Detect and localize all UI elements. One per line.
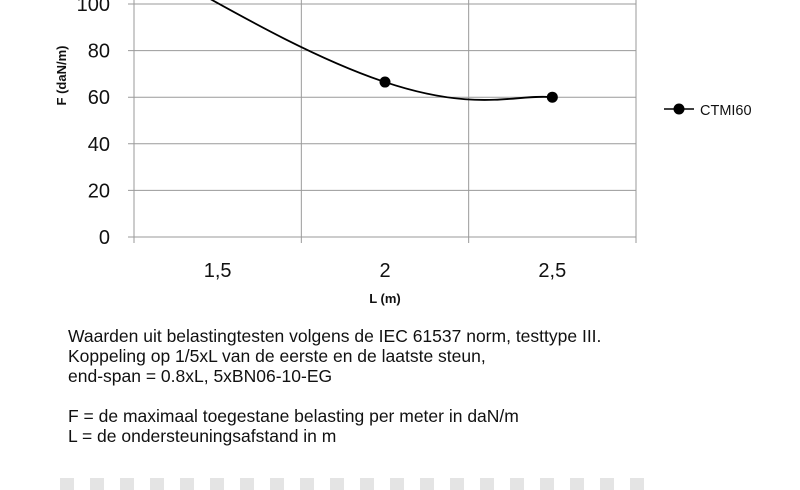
chart-grid bbox=[128, 0, 637, 243]
y-tick-label: 0 bbox=[99, 227, 110, 249]
x-tick-label: 1,5 bbox=[204, 260, 232, 282]
x-axis-title: L (m) bbox=[369, 291, 401, 306]
data-point bbox=[379, 76, 391, 88]
chart-axes bbox=[133, 0, 636, 238]
series-ctmi60 bbox=[210, 0, 558, 103]
note-line-2: Koppeling op 1/5xL van de eerste en de l… bbox=[68, 346, 486, 366]
line-chart: 0 20 40 60 80 100 1,5 2 2,5 L (m) F (daN/m) CTMI60 bbox=[54, 0, 752, 306]
chart-labels: 0 20 40 60 80 100 1,5 2 2,5 L (m) F (daN/m) bbox=[54, 0, 566, 306]
x-tick-label: 2,5 bbox=[538, 260, 566, 282]
y-tick-label: 40 bbox=[88, 134, 110, 156]
y-tick-label: 20 bbox=[88, 180, 110, 202]
legend-marker bbox=[673, 103, 685, 115]
note-line-3: end-span = 0.8xL, 5xBN06-10-EG bbox=[68, 366, 333, 386]
legend-label: CTMI60 bbox=[700, 103, 752, 119]
cropped-text-remnant bbox=[60, 478, 660, 490]
y-tick-label: 100 bbox=[77, 0, 110, 16]
note-line-4: F = de maximaal toegestane belasting per… bbox=[68, 406, 519, 426]
x-tick-label: 2 bbox=[379, 260, 390, 282]
y-tick-label: 60 bbox=[88, 87, 110, 109]
data-point bbox=[546, 91, 558, 103]
y-tick-label: 80 bbox=[88, 41, 110, 63]
series-line bbox=[210, 0, 553, 101]
note-line-1: Waarden uit belastingtesten volgens de I… bbox=[68, 326, 602, 346]
chart-legend: CTMI60 bbox=[664, 103, 752, 119]
note-spacer bbox=[68, 386, 601, 406]
note-line-5: L = de ondersteuningsafstand in m bbox=[68, 426, 337, 446]
test-notes: Waarden uit belastingtesten volgens de I… bbox=[68, 326, 601, 446]
y-axis-title: F (daN/m) bbox=[54, 46, 69, 106]
